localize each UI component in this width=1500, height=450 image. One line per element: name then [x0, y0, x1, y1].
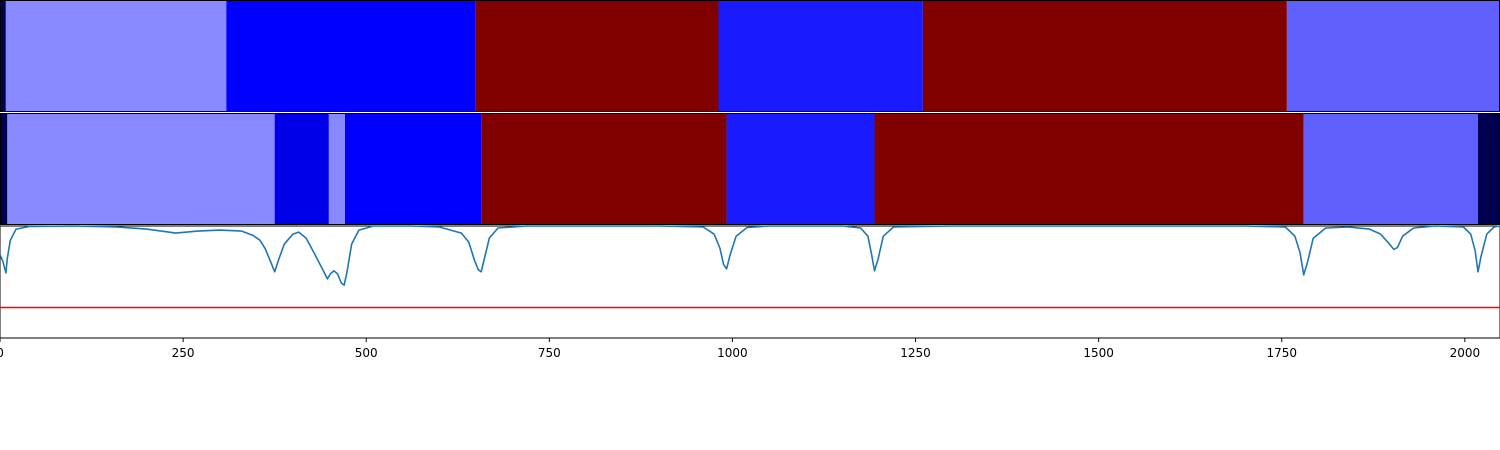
middle-strip-segment-3 — [328, 113, 345, 225]
signal-plot-frame — [0, 225, 1500, 339]
middle-strip-segment-7 — [874, 113, 1304, 225]
top-strip-segment-2 — [226, 0, 476, 112]
x-axis: 0 250 500 750 1000 1250 1500 1750 2000 — [0, 338, 1480, 360]
top-strip-segment-5 — [922, 0, 1287, 112]
x-tick-label: 1750 — [1266, 346, 1297, 360]
label-strip-middle — [0, 113, 1500, 225]
top-strip-segment-1 — [5, 0, 227, 112]
middle-strip-segment-6 — [726, 113, 875, 225]
x-tick-label: 750 — [538, 346, 561, 360]
signal-line — [0, 225, 1500, 286]
middle-strip-segment-9 — [1478, 113, 1500, 225]
middle-strip-segment-8 — [1303, 113, 1479, 225]
top-strip-segment-4 — [718, 0, 923, 112]
middle-strip-segment-5 — [481, 113, 727, 225]
middle-strip-segment-4 — [344, 113, 482, 225]
label-strip-top — [0, 0, 1500, 112]
top-strip-segment-6 — [1286, 0, 1500, 112]
x-tick-label: 1000 — [717, 346, 748, 360]
top-strip-segment-3 — [475, 0, 719, 112]
x-tick-label: 1500 — [1083, 346, 1114, 360]
x-tick-label: 0 — [0, 346, 4, 360]
x-tick-label: 500 — [355, 346, 378, 360]
middle-strip-segment-0 — [0, 113, 8, 225]
x-tick-label: 250 — [172, 346, 195, 360]
x-tick-label: 1250 — [900, 346, 931, 360]
middle-strip-segment-2 — [274, 113, 329, 225]
x-tick-label: 2000 — [1450, 346, 1481, 360]
middle-strip-segment-1 — [7, 113, 275, 225]
top-strip-segment-0 — [0, 0, 6, 112]
signal-plot — [0, 225, 1500, 339]
